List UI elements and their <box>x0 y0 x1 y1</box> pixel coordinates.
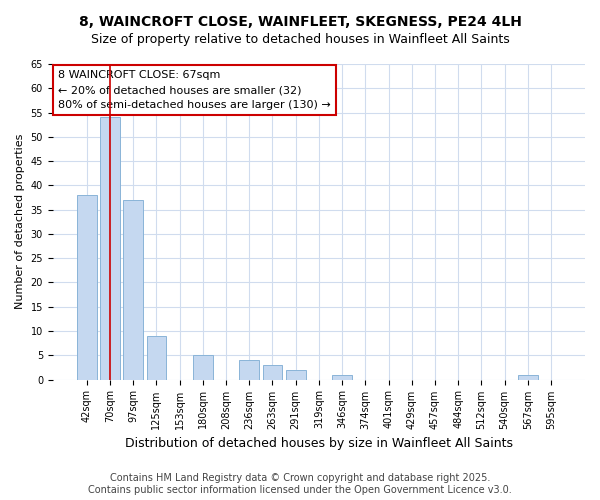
Bar <box>100 118 120 380</box>
Bar <box>332 374 352 380</box>
Bar <box>77 195 97 380</box>
Text: Size of property relative to detached houses in Wainfleet All Saints: Size of property relative to detached ho… <box>91 32 509 46</box>
Bar <box>286 370 305 380</box>
Bar <box>193 356 213 380</box>
Text: 8 WAINCROFT CLOSE: 67sqm
← 20% of detached houses are smaller (32)
80% of semi-d: 8 WAINCROFT CLOSE: 67sqm ← 20% of detach… <box>58 70 331 110</box>
Text: Contains HM Land Registry data © Crown copyright and database right 2025.
Contai: Contains HM Land Registry data © Crown c… <box>88 474 512 495</box>
Bar <box>518 374 538 380</box>
Bar <box>146 336 166 380</box>
Text: 8, WAINCROFT CLOSE, WAINFLEET, SKEGNESS, PE24 4LH: 8, WAINCROFT CLOSE, WAINFLEET, SKEGNESS,… <box>79 15 521 29</box>
Bar <box>263 365 283 380</box>
X-axis label: Distribution of detached houses by size in Wainfleet All Saints: Distribution of detached houses by size … <box>125 437 513 450</box>
Y-axis label: Number of detached properties: Number of detached properties <box>15 134 25 310</box>
Bar <box>239 360 259 380</box>
Bar <box>124 200 143 380</box>
